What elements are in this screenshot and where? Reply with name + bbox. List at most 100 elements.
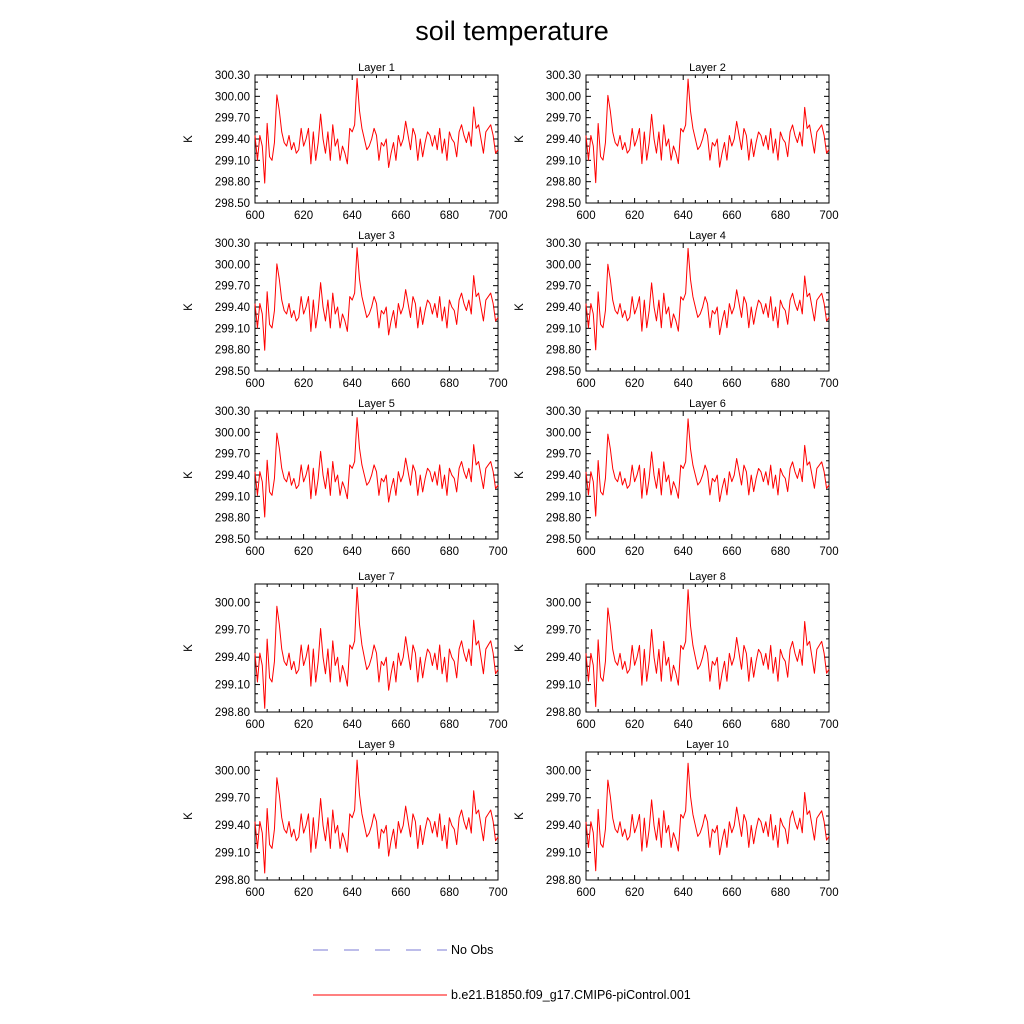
x-tick-label: 700 [488, 210, 507, 222]
legend-no-obs-label: No Obs [451, 943, 493, 957]
plot-frame [254, 751, 499, 881]
y-tick-label: 298.80 [215, 345, 250, 357]
y-axis-label: K [183, 644, 195, 652]
y-axis-label: K [514, 644, 526, 652]
subplot-layer-7: Layer 7 600 620 640 660 680 700 298.80 299.10 299… [183, 571, 508, 731]
x-tick-label: 660 [391, 887, 410, 899]
y-tick-label: 300.30 [215, 406, 250, 418]
x-tick-label: 620 [625, 378, 644, 390]
x-tick-label: 640 [343, 719, 362, 731]
plot-frame [585, 751, 830, 881]
x-tick-label: 600 [576, 887, 595, 899]
y-axis-label: K [514, 135, 526, 143]
x-tick-label: 620 [625, 887, 644, 899]
subplot-title: Layer 2 [689, 62, 726, 74]
subplot-title: Layer 3 [358, 230, 395, 242]
x-tick-label: 640 [674, 378, 693, 390]
y-tick-label: 299.40 [546, 302, 581, 314]
x-tick-label: 700 [819, 210, 838, 222]
y-tick-label: 299.70 [546, 449, 581, 461]
series-line [254, 759, 499, 874]
x-tick-label: 620 [294, 719, 313, 731]
x-tick-label: 660 [391, 210, 410, 222]
x-tick-label: 680 [771, 210, 790, 222]
y-tick-label: 299.70 [215, 449, 250, 461]
x-tick-label: 680 [440, 719, 459, 731]
y-tick-label: 299.70 [546, 793, 581, 805]
subplot-layer-8: Layer 8 600 620 640 660 680 700 298.80 299.10 299… [514, 571, 839, 731]
y-tick-label: 300.30 [546, 70, 581, 82]
y-tick-label: 299.70 [546, 113, 581, 125]
x-tick-label: 600 [245, 210, 264, 222]
x-tick-label: 680 [771, 719, 790, 731]
x-tick-label: 680 [771, 546, 790, 558]
y-tick-label: 300.00 [546, 765, 581, 777]
x-tick-label: 660 [391, 378, 410, 390]
x-tick-label: 700 [488, 887, 507, 899]
y-tick-label: 300.00 [546, 91, 581, 103]
subplot-title: Layer 1 [358, 62, 395, 74]
y-tick-label: 298.50 [215, 534, 250, 546]
y-axis-label: K [183, 303, 195, 311]
y-tick-label: 298.80 [215, 707, 250, 719]
y-tick-label: 299.40 [215, 302, 250, 314]
x-tick-label: 640 [674, 210, 693, 222]
x-tick-label: 620 [625, 719, 644, 731]
subplot-layer-5: Layer 5 600 620 640 660 680 700 298.50 298.80 299… [183, 398, 508, 558]
y-tick-label: 300.00 [546, 259, 581, 271]
y-axis-label: K [514, 303, 526, 311]
series-line [585, 418, 830, 517]
subplot-layer-1: Layer 1 600 620 640 660 680 700 298.50 298.80 299… [183, 62, 508, 222]
y-tick-label: 298.50 [546, 366, 581, 378]
x-tick-label: 620 [294, 378, 313, 390]
y-tick-label: 298.50 [215, 366, 250, 378]
x-tick-label: 600 [245, 887, 264, 899]
x-tick-label: 640 [674, 719, 693, 731]
x-tick-label: 660 [391, 546, 410, 558]
series-line [585, 247, 830, 351]
x-tick-label: 660 [722, 210, 741, 222]
subplot-layer-9: Layer 9 600 620 640 660 680 700 298.80 299.10 299… [183, 739, 508, 899]
x-tick-label: 660 [722, 719, 741, 731]
y-tick-label: 298.80 [546, 707, 581, 719]
y-axis-label: K [183, 812, 195, 820]
series-line [585, 762, 830, 872]
y-tick-label: 300.30 [546, 406, 581, 418]
y-tick-label: 299.40 [546, 134, 581, 146]
y-tick-label: 299.10 [546, 323, 581, 335]
x-tick-label: 620 [625, 546, 644, 558]
subplot-layer-4: Layer 4 600 620 640 660 680 700 298.50 298.80 299… [514, 230, 839, 390]
y-tick-label: 300.00 [215, 597, 250, 609]
y-tick-label: 299.70 [546, 281, 581, 293]
x-tick-label: 600 [245, 546, 264, 558]
y-tick-label: 299.10 [546, 155, 581, 167]
y-tick-label: 300.00 [546, 427, 581, 439]
x-tick-label: 640 [343, 887, 362, 899]
x-tick-label: 660 [722, 887, 741, 899]
series-line [254, 417, 499, 518]
subplot-title: Layer 6 [689, 398, 726, 410]
x-tick-label: 680 [771, 887, 790, 899]
x-tick-label: 640 [674, 887, 693, 899]
y-tick-label: 299.40 [215, 470, 250, 482]
x-tick-label: 600 [245, 719, 264, 731]
y-tick-label: 298.80 [546, 177, 581, 189]
y-tick-label: 300.30 [546, 238, 581, 250]
y-tick-label: 298.50 [215, 198, 250, 210]
plot-frame [585, 583, 830, 713]
x-tick-label: 680 [771, 378, 790, 390]
subplot-layer-6: Layer 6 600 620 640 660 680 700 298.50 298.80 299… [514, 398, 839, 558]
x-tick-label: 600 [576, 719, 595, 731]
x-tick-label: 700 [488, 719, 507, 731]
y-tick-label: 298.50 [546, 198, 581, 210]
y-tick-label: 299.40 [546, 470, 581, 482]
y-tick-label: 299.10 [215, 680, 250, 692]
subplot-layer-10: Layer 10 600 620 640 660 680 700 298.80 299.10 29… [514, 739, 839, 899]
y-tick-label: 300.00 [215, 765, 250, 777]
y-tick-label: 299.70 [215, 113, 250, 125]
y-tick-label: 299.10 [546, 680, 581, 692]
y-axis-label: K [183, 471, 195, 479]
x-tick-label: 660 [391, 719, 410, 731]
x-tick-label: 640 [343, 378, 362, 390]
series-line [254, 78, 499, 184]
